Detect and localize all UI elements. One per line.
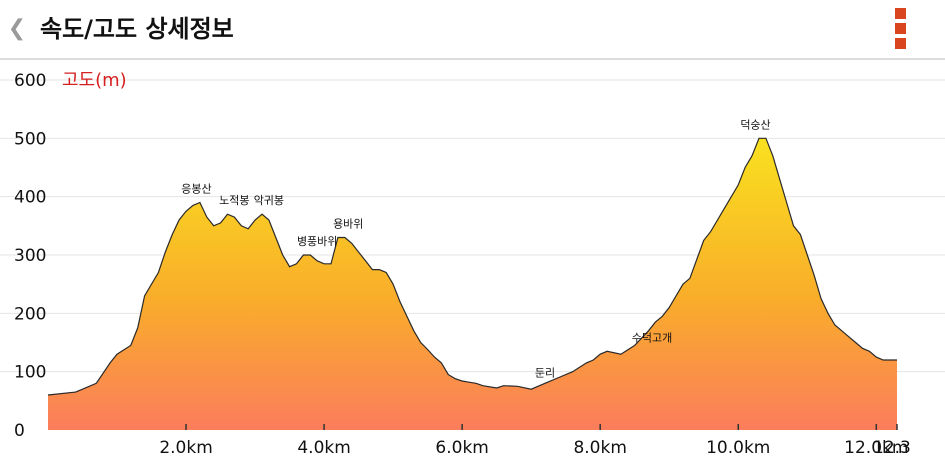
y-axis-ticks: 600 500 400 300 200 100 0	[14, 71, 46, 441]
peak-label: 덕숭산	[740, 118, 770, 131]
app-header: ❮ 속도/고도 상세정보	[0, 0, 945, 60]
elevation-area	[48, 138, 897, 431]
back-icon[interactable]: ❮	[7, 16, 27, 41]
peak-label: 병풍바위	[297, 235, 337, 248]
peak-label: 수덕고개	[632, 331, 672, 344]
peak-label: 노적봉	[219, 194, 249, 207]
peak-label: 악귀봉	[254, 194, 284, 207]
x-tick-label: 2.0km	[159, 438, 212, 458]
y-axis-label: 고도(m)	[62, 70, 127, 91]
x-tick-label: 8.0km	[573, 438, 626, 458]
elevation-chart-svg: 600 500 400 300 200 100 0 2.0km 4.0km 6.0km 8.0km…	[0, 70, 945, 458]
menu-dot	[895, 8, 906, 19]
menu-dot	[895, 38, 906, 49]
y-tick-label: 0	[14, 421, 25, 441]
peak-label: 둔리	[535, 366, 555, 379]
x-tick-label: 4.0km	[297, 438, 350, 458]
x-tick-label: 12.0km	[844, 438, 908, 458]
y-tick-label: 300	[14, 246, 46, 266]
menu-dot	[895, 23, 906, 34]
y-tick-label: 400	[14, 188, 46, 208]
x-tick-label: 10.0km	[706, 438, 770, 458]
page-title: 속도/고도 상세정보	[40, 15, 234, 43]
y-tick-label: 500	[14, 129, 46, 149]
peak-label: 용바위	[333, 218, 363, 231]
elevation-chart: 600 500 400 300 200 100 0 2.0km 4.0km 6.0km 8.0km…	[0, 62, 945, 467]
more-vert-icon[interactable]	[890, 6, 912, 52]
x-tick-label: 6.0km	[435, 438, 488, 458]
y-tick-label: 600	[14, 71, 46, 91]
y-tick-label: 200	[14, 304, 46, 324]
x-tick-label: 12.3	[873, 438, 911, 458]
elevation-line	[47, 137, 897, 396]
y-tick-label: 100	[14, 363, 46, 383]
peak-label: 응봉산	[181, 183, 211, 196]
